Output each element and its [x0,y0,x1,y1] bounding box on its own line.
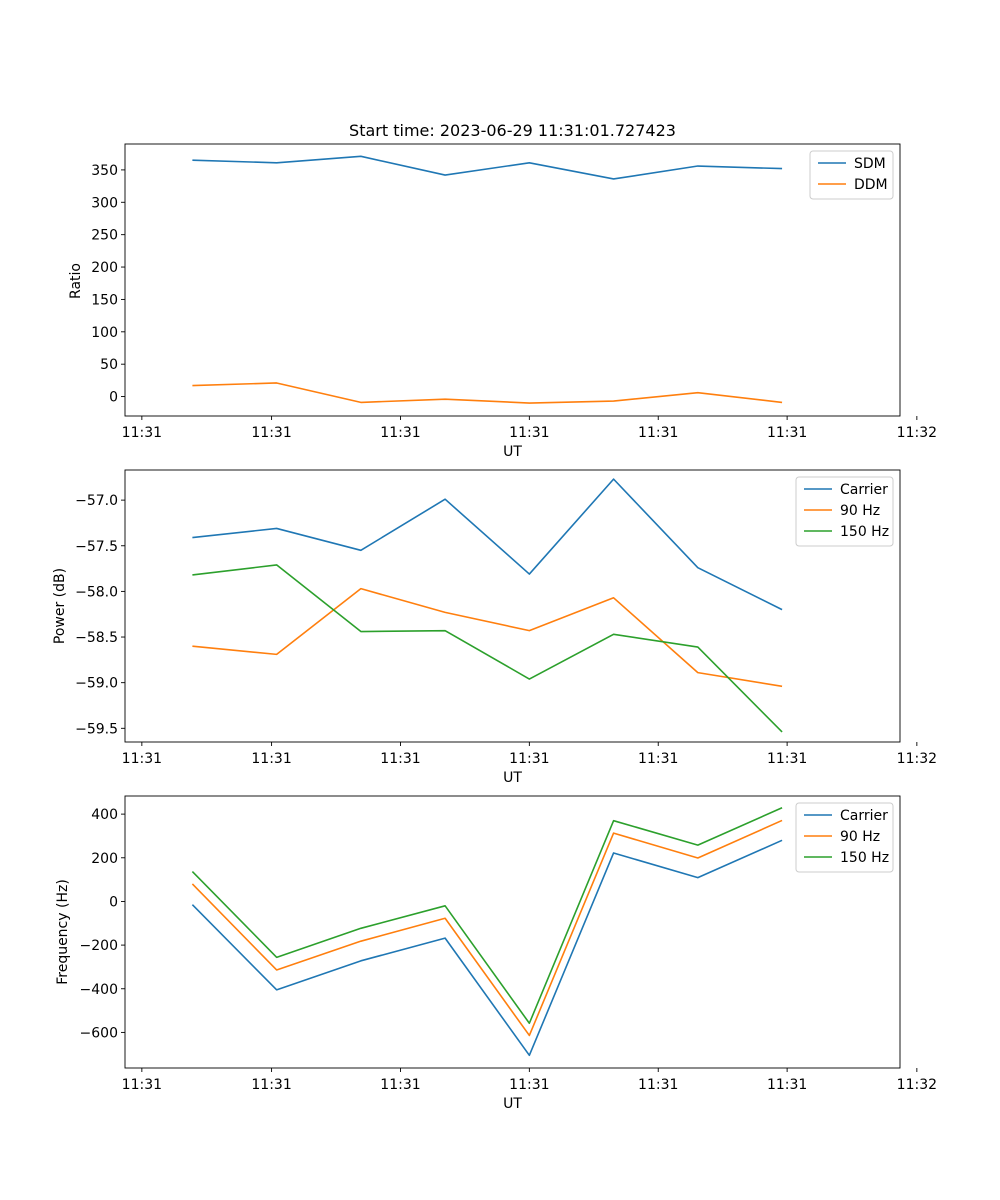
y-axis-label: Frequency (Hz) [55,879,71,985]
legend-label: Carrier [840,482,888,498]
legend-box [795,476,894,547]
y-tick-label: 0 [109,894,118,910]
x-tick-label: 11:32 [897,425,937,441]
x-tick-label: 11:31 [767,1077,807,1093]
x-axis-label: UT [503,1096,522,1112]
y-tick-label: −600 [80,1025,118,1041]
y-tick-label: 300 [91,195,118,211]
y-tick-label: 100 [91,325,118,341]
legend-box [795,802,894,873]
y-tick-label: −59.5 [75,721,118,737]
x-tick-label: 11:31 [122,1077,162,1093]
series-line-carrier [191,839,783,1057]
x-tick-label: 11:32 [897,1077,937,1093]
x-tick-label: 11:31 [251,1077,291,1093]
y-tick-label: 150 [91,292,118,308]
y-tick-label: −58.0 [75,584,118,600]
x-tick-label: 11:31 [638,751,678,767]
legend-label: DDM [854,177,888,193]
chart-title: Start time: 2023-06-29 11:31:01.727423 [349,121,676,140]
legend-label: 150 Hz [840,524,889,540]
y-tick-label: −200 [80,938,118,954]
x-tick-label: 11:31 [122,425,162,441]
x-tick-label: 11:31 [251,425,291,441]
legend-label: 150 Hz [840,850,889,866]
series-line-150-hz [191,807,783,1025]
plot-frame [124,143,901,417]
x-tick-label: 11:31 [380,751,420,767]
x-tick-label: 11:31 [767,751,807,767]
y-axis-label: Power (dB) [52,568,68,644]
series-line-90-hz [191,819,783,1037]
frequency-chart: Frequency (Hz) UT −600 −400 −200 0 200 400 11:… [55,795,937,1112]
y-tick-label: −57.5 [75,539,118,555]
y-tick-label: 250 [91,228,118,244]
x-tick-label: 11:31 [122,751,162,767]
x-tick-label: 11:31 [509,425,549,441]
y-tick-label: −57.0 [75,493,118,509]
legend-label: 90 Hz [840,829,880,845]
y-tick-label: 200 [91,851,118,867]
legend: Carrier 90 Hz 150 Hz [795,476,894,547]
power-chart: Power (dB) UT −59.5 −59.0 −58.5 −58.0 −57.5 −… [52,469,937,786]
legend-label: 90 Hz [840,503,880,519]
x-tick-label: 11:31 [767,425,807,441]
series-line-90-hz [192,587,783,688]
y-axis-label: Ratio [68,263,84,299]
y-tick-label: 400 [91,807,118,823]
y-tick-label: −400 [80,982,118,998]
y-tick-label: −59.0 [75,676,118,692]
x-tick-label: 11:31 [638,425,678,441]
plot-frame [124,469,901,743]
x-tick-label: 11:31 [509,1077,549,1093]
x-tick-label: 11:31 [380,1077,420,1093]
x-tick-label: 11:31 [509,751,549,767]
y-tick-label: −58.5 [75,630,118,646]
series-line-carrier [192,478,783,611]
x-tick-label: 11:32 [897,751,937,767]
y-tick-label: 50 [100,357,118,373]
series-line-150-hz [192,564,783,733]
y-tick-label: 350 [91,163,118,179]
plot-frame [124,795,901,1069]
y-tick-label: 200 [91,260,118,276]
y-tick-label: 0 [109,390,118,406]
ratio-chart: Start time: 2023-06-29 11:31:01.727423 R… [68,121,937,460]
x-tick-label: 11:31 [251,751,291,767]
x-axis-label: UT [503,444,522,460]
series-line-ddm [192,382,783,404]
legend: SDM DDM [809,150,894,200]
series-line-sdm [192,155,783,180]
legend-label: Carrier [840,808,888,824]
x-tick-label: 11:31 [380,425,420,441]
legend-label: SDM [854,156,886,172]
legend: Carrier 90 Hz 150 Hz [795,802,894,873]
x-axis-label: UT [503,770,522,786]
x-tick-label: 11:31 [638,1077,678,1093]
